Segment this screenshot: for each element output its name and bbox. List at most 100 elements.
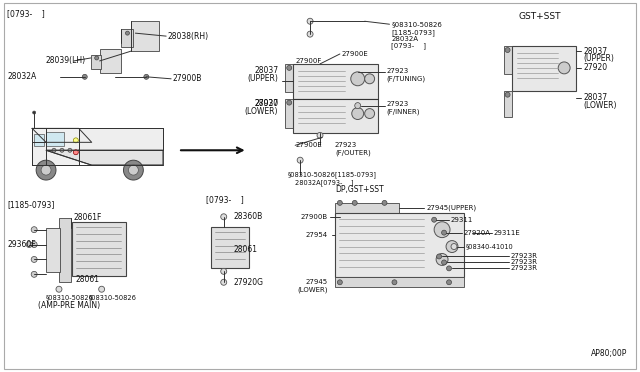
Text: §08340-41010: §08340-41010 — [466, 244, 514, 250]
Circle shape — [337, 214, 342, 219]
Text: 28037: 28037 — [583, 46, 607, 55]
Circle shape — [447, 280, 451, 285]
Text: 27923R: 27923R — [511, 253, 538, 259]
Circle shape — [99, 286, 104, 292]
Circle shape — [221, 214, 227, 220]
Circle shape — [129, 165, 138, 175]
Text: 27900E: 27900E — [342, 51, 369, 57]
Circle shape — [558, 62, 570, 74]
Circle shape — [60, 148, 64, 152]
Text: 29311: 29311 — [451, 217, 474, 223]
Text: §08310-50826: §08310-50826 — [46, 294, 94, 300]
Circle shape — [431, 217, 436, 222]
Bar — [335, 213, 464, 277]
Bar — [131, 21, 159, 51]
Text: 27923R: 27923R — [511, 265, 538, 272]
Text: (LOWER): (LOWER) — [298, 287, 328, 294]
Text: 27954: 27954 — [306, 232, 328, 238]
Circle shape — [382, 201, 387, 205]
Circle shape — [36, 160, 56, 180]
Text: [1185-0793]: [1185-0793] — [7, 201, 55, 209]
Circle shape — [56, 286, 62, 292]
Text: 27900E: 27900E — [295, 142, 322, 148]
Circle shape — [337, 280, 342, 285]
Text: 28039(LH): 28039(LH) — [45, 57, 85, 65]
Bar — [335, 203, 399, 213]
Circle shape — [74, 150, 78, 155]
Text: 27920: 27920 — [583, 63, 607, 73]
Bar — [211, 227, 248, 268]
Text: [0793-    ]: [0793- ] — [206, 195, 244, 204]
Bar — [285, 99, 293, 128]
Circle shape — [365, 74, 374, 84]
Text: AP80;00P: AP80;00P — [591, 349, 628, 358]
Circle shape — [52, 148, 56, 152]
Bar — [285, 64, 293, 92]
Polygon shape — [32, 128, 92, 142]
Text: 28032A[0793-    ]: 28032A[0793- ] — [295, 180, 354, 186]
Circle shape — [337, 201, 342, 205]
Circle shape — [68, 148, 72, 152]
Text: 28032A: 28032A — [7, 72, 36, 81]
Circle shape — [26, 241, 32, 247]
Text: 27945(UPPER): 27945(UPPER) — [426, 205, 476, 211]
Text: 27923R: 27923R — [511, 259, 538, 266]
Bar — [293, 99, 378, 134]
Circle shape — [31, 241, 37, 247]
Text: (AMP-PRE MAIN): (AMP-PRE MAIN) — [38, 301, 100, 310]
Text: §08310-50826: §08310-50826 — [392, 21, 442, 27]
Circle shape — [505, 48, 510, 52]
Text: 29360F: 29360F — [7, 240, 36, 249]
Bar — [504, 91, 511, 116]
Text: 27920A: 27920A — [464, 230, 491, 235]
Circle shape — [365, 109, 374, 119]
Circle shape — [352, 108, 364, 119]
Circle shape — [125, 31, 129, 35]
Text: 28037: 28037 — [583, 93, 607, 102]
Text: 28061: 28061 — [234, 245, 258, 254]
Text: (LOWER): (LOWER) — [583, 101, 616, 110]
Text: (LOWER): (LOWER) — [245, 107, 278, 116]
Text: 27923: 27923 — [387, 68, 409, 74]
Circle shape — [351, 72, 365, 86]
Circle shape — [287, 100, 292, 105]
Circle shape — [447, 266, 451, 271]
Circle shape — [442, 260, 447, 265]
Circle shape — [436, 253, 448, 265]
Bar — [72, 222, 127, 276]
Circle shape — [505, 92, 510, 97]
Circle shape — [446, 241, 458, 253]
Circle shape — [41, 165, 51, 175]
Circle shape — [83, 74, 87, 79]
Text: (UPPER): (UPPER) — [583, 54, 614, 64]
Text: 28061: 28061 — [76, 275, 100, 284]
Circle shape — [31, 256, 37, 262]
Bar — [504, 46, 511, 74]
Circle shape — [95, 56, 99, 60]
Text: 27945: 27945 — [306, 279, 328, 285]
Text: [0793-    ]: [0793- ] — [7, 9, 45, 18]
Circle shape — [436, 254, 442, 259]
Text: 28037: 28037 — [254, 99, 278, 108]
Text: (F/TUNING): (F/TUNING) — [387, 76, 426, 82]
Circle shape — [297, 157, 303, 163]
Circle shape — [307, 18, 313, 24]
Circle shape — [287, 65, 292, 70]
Bar — [335, 277, 464, 287]
Text: (F/OUTER): (F/OUTER) — [335, 150, 371, 157]
Text: 28037: 28037 — [254, 66, 278, 76]
Bar — [511, 46, 576, 91]
Bar — [46, 132, 64, 146]
Polygon shape — [46, 150, 163, 165]
Text: 28360B: 28360B — [234, 212, 263, 221]
Text: GST+SST: GST+SST — [518, 12, 561, 21]
Circle shape — [392, 280, 397, 285]
Circle shape — [221, 279, 227, 285]
Circle shape — [355, 103, 361, 109]
Bar — [122, 29, 133, 47]
Bar — [100, 49, 122, 73]
Text: 27920G: 27920G — [234, 278, 264, 287]
Text: §08310-50826: §08310-50826 — [89, 294, 136, 300]
Text: DP,GST+SST: DP,GST+SST — [335, 186, 383, 195]
Circle shape — [31, 227, 37, 232]
